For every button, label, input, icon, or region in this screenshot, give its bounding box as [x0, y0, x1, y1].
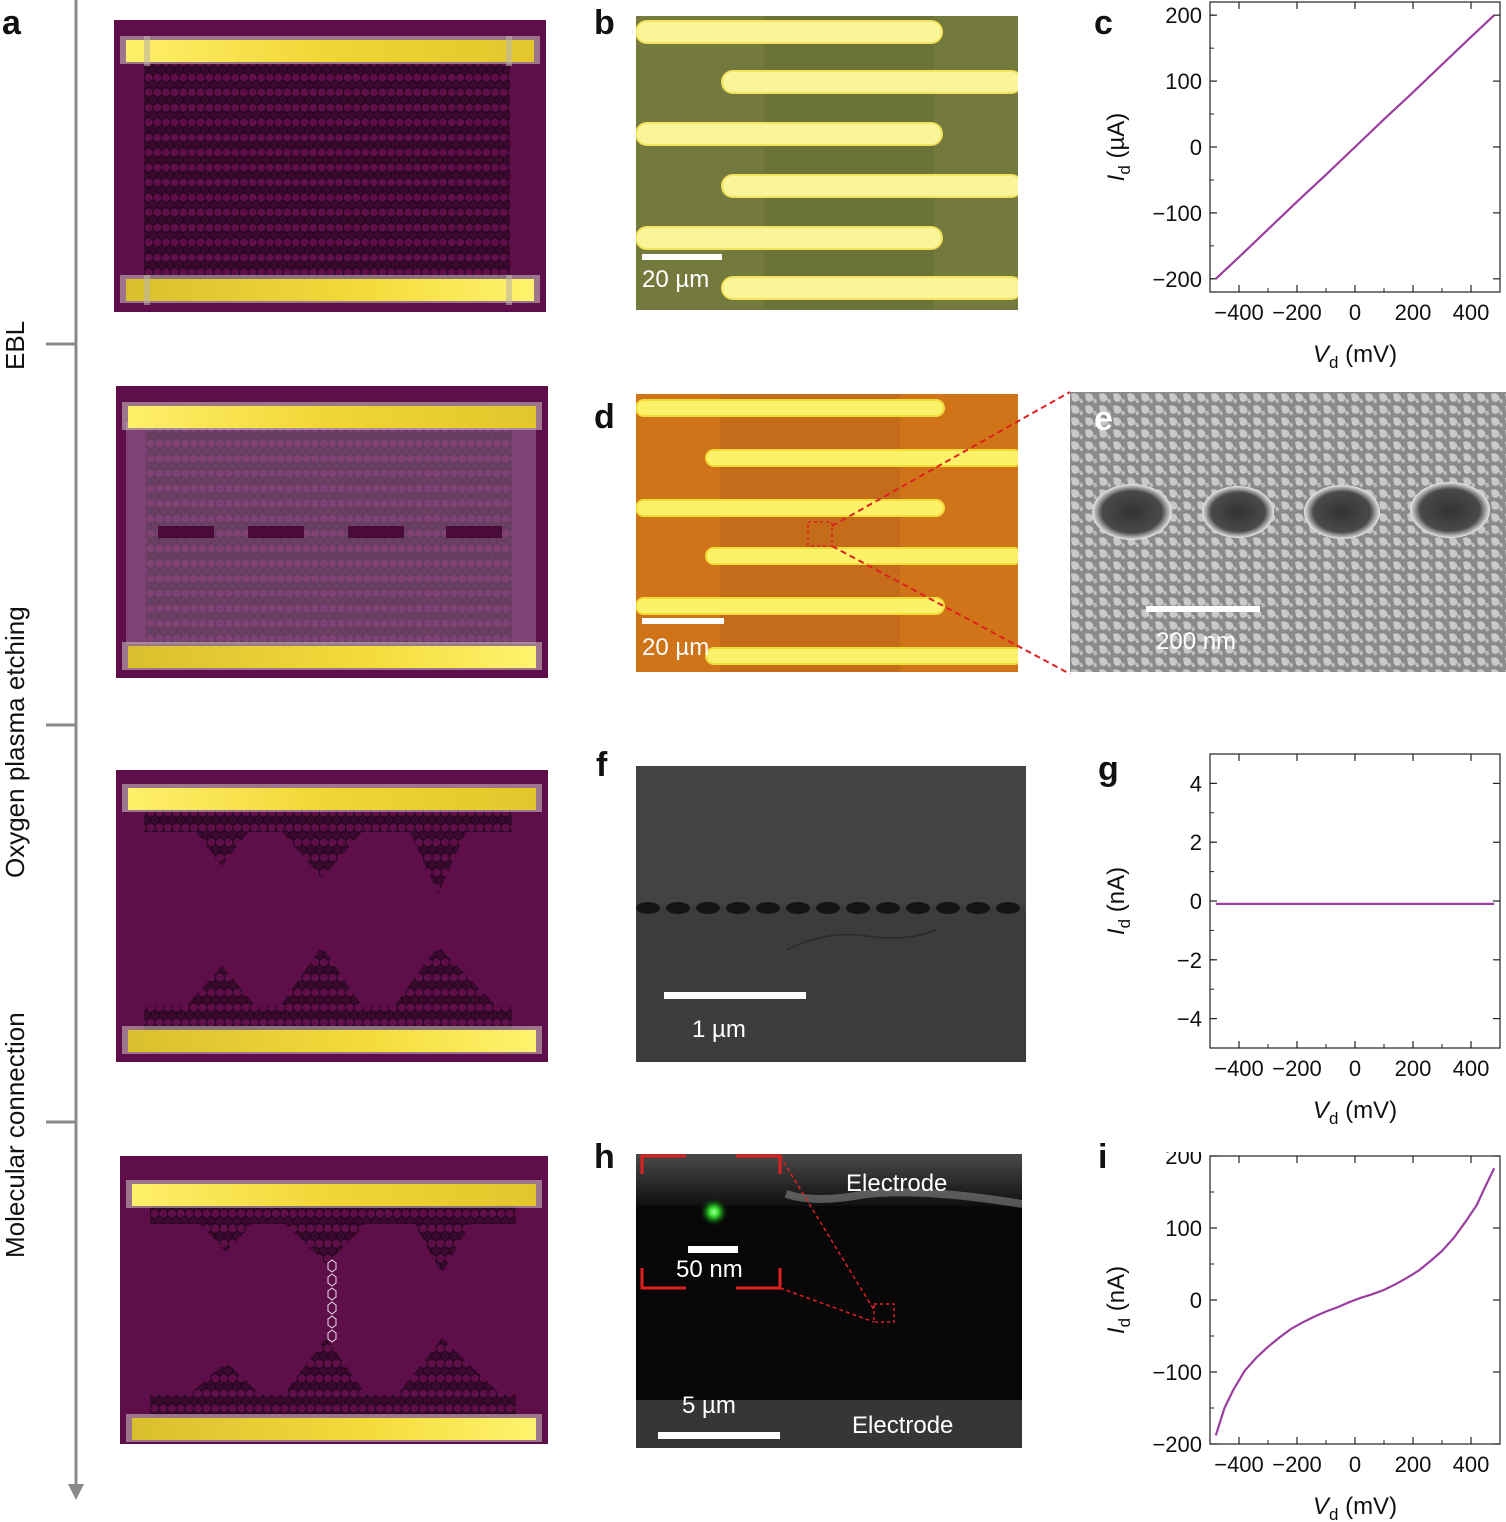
y-tick-label: −2 [1177, 948, 1202, 973]
y-axis-label: Id (nA) [1103, 867, 1134, 935]
x-tick-label: 200 [1395, 1056, 1432, 1081]
iv-chart-g: −400 −200 0 200 400 −4 −2 0 2 4 Vd (mV) Id (nA) [1103, 753, 1501, 1128]
panel-label-d: d [594, 398, 615, 436]
x-tick-label: −400 [1214, 1056, 1264, 1081]
panel-label-a: a [2, 4, 21, 42]
panel-label-i: i [1098, 1138, 1108, 1176]
electrode-label-bottom: Electrode [852, 1412, 954, 1439]
y-tick-label: 0 [1190, 889, 1202, 914]
scale-bar-h-inset [688, 1246, 738, 1253]
iv-chart-c: −400 −200 0 200 400 −200 −100 0 100 200 Vd (mV) Id … [1103, 1, 1501, 372]
panel-label-g: g [1098, 750, 1119, 788]
y-tick-label: −100 [1152, 1360, 1202, 1385]
optical-micrograph-d [636, 394, 1018, 672]
scale-bar-d [642, 618, 724, 624]
x-tick-label: 400 [1453, 1056, 1490, 1081]
scale-label-h: 5 µm [682, 1392, 736, 1419]
x-tick-label: 200 [1395, 1452, 1432, 1477]
iv-trace [1215, 14, 1495, 280]
scale-label-b: 20 µm [642, 266, 710, 293]
scale-label-f: 1 µm [692, 1016, 746, 1043]
fluorescence-image-h [636, 1154, 1022, 1448]
iv-chart-i: −400 −200 0 200 400 −200 −100 0 100 200 Vd (mV) Id … [1103, 1152, 1501, 1522]
y-axis-label: Id (µA) [1103, 113, 1134, 182]
y-tick-label: 0 [1190, 1288, 1202, 1313]
panel-label-c: c [1094, 4, 1113, 42]
y-tick-label: −200 [1152, 1432, 1202, 1457]
molecule-chain-icon [327, 1259, 337, 1343]
electrode-label-top: Electrode [846, 1170, 948, 1197]
zoom-region-marker-h [873, 1303, 895, 1323]
x-tick-label: 0 [1349, 1452, 1361, 1477]
y-tick-label: 0 [1190, 135, 1202, 160]
x-tick-label: 0 [1349, 300, 1361, 325]
y-tick-label: −4 [1177, 1007, 1202, 1032]
panel-label-e: e [1094, 400, 1113, 438]
y-tick-label: −100 [1152, 201, 1202, 226]
device-schematic-etching [116, 386, 548, 678]
zoom-lines-d-e [831, 391, 1071, 675]
x-tick-label: −200 [1272, 300, 1322, 325]
sem-image-f [636, 766, 1026, 1062]
scale-bar-h [658, 1432, 780, 1439]
x-tick-label: 0 [1349, 1056, 1361, 1081]
scale-label-d: 20 µm [642, 634, 710, 661]
y-tick-label: 200 [1165, 1152, 1202, 1169]
process-arrow [46, 0, 84, 1500]
plot-frame [1209, 753, 1501, 1049]
step-label-plasma: Oxygen plasma etching [0, 606, 30, 878]
y-tick-label: 100 [1165, 1216, 1202, 1241]
y-tick-label: −200 [1152, 267, 1202, 292]
optical-micrograph-b [636, 16, 1018, 310]
y-tick-label: 2 [1190, 830, 1202, 855]
panel-label-f: f [596, 746, 608, 784]
y-tick-label: 200 [1165, 3, 1202, 28]
scale-bar-e [1146, 606, 1260, 612]
iv-trace [1214, 1167, 1496, 1436]
device-schematic-molecule [120, 1156, 548, 1444]
y-tick-label: 100 [1165, 69, 1202, 94]
x-axis-label: Vd (mV) [1313, 1493, 1397, 1522]
scale-bar-b [642, 254, 722, 260]
zoom-region-marker [807, 521, 833, 547]
x-tick-label: −200 [1272, 1056, 1322, 1081]
sem-image-e [1070, 392, 1506, 672]
x-tick-label: 400 [1453, 1452, 1490, 1477]
x-axis-label: Vd (mV) [1313, 341, 1397, 372]
x-tick-label: −400 [1214, 300, 1264, 325]
scale-label-e: 200 nm [1156, 628, 1237, 655]
device-schematic-gaps [116, 770, 548, 1062]
panel-label-h: h [594, 1138, 615, 1176]
step-label-ebl: EBL [0, 320, 30, 370]
x-tick-label: −200 [1272, 1452, 1322, 1477]
electrode-bottom-region [636, 1400, 1022, 1448]
x-axis-label: Vd (mV) [1313, 1097, 1397, 1128]
x-tick-label: −400 [1214, 1452, 1264, 1477]
y-axis-label: Id (nA) [1103, 1266, 1134, 1334]
scale-label-h-inset: 50 nm [676, 1256, 743, 1283]
scale-bar-f [664, 992, 806, 999]
x-tick-label: 400 [1453, 300, 1490, 325]
x-tick-label: 200 [1395, 300, 1432, 325]
panel-label-b: b [594, 4, 615, 42]
step-label-molecular: Molecular connection [0, 1012, 30, 1258]
device-schematic-ebl [114, 20, 546, 312]
y-tick-label: 4 [1190, 771, 1202, 796]
